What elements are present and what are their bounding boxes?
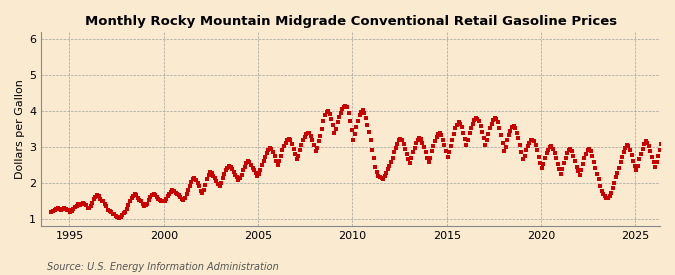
Title: Monthly Rocky Mountain Midgrade Conventional Retail Gasoline Prices: Monthly Rocky Mountain Midgrade Conventi… [84,15,617,28]
Y-axis label: Dollars per Gallon: Dollars per Gallon [15,79,25,179]
Text: Source: U.S. Energy Information Administration: Source: U.S. Energy Information Administ… [47,262,279,272]
